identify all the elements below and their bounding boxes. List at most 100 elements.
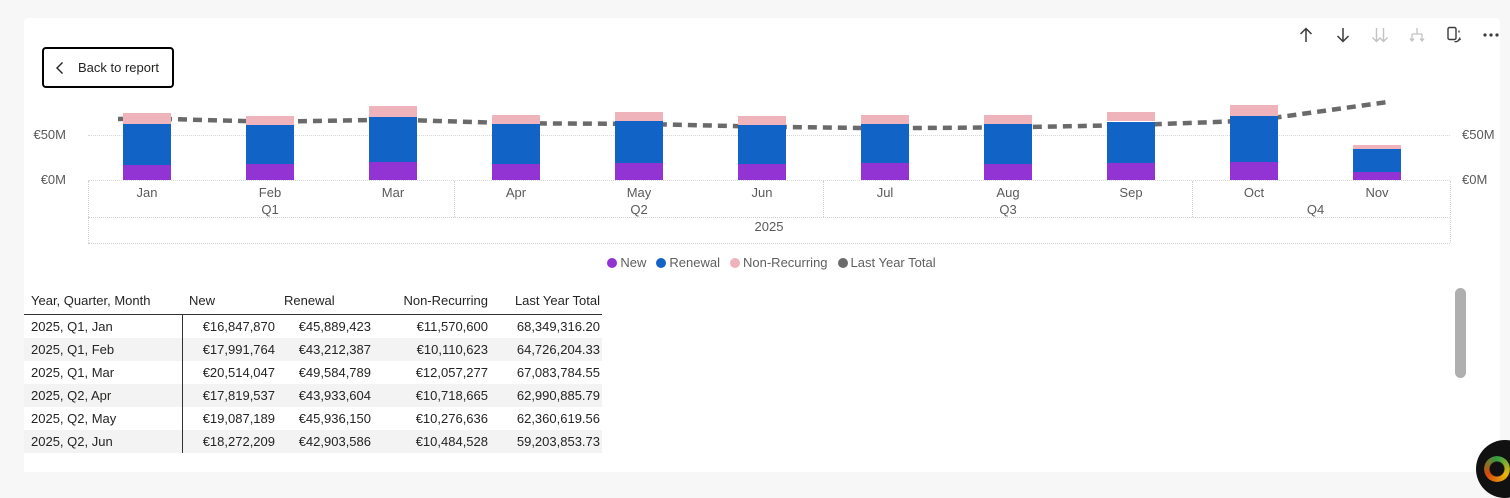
table-cell: 2025, Q2, Apr [24, 384, 183, 407]
bar-segment-new[interactable] [246, 163, 294, 180]
bar-segment-non-recurring[interactable] [861, 114, 909, 125]
bar-segment-renewal[interactable] [615, 121, 663, 163]
bar-segment-new[interactable] [1353, 172, 1401, 180]
table-header-cell[interactable]: Last Year Total [490, 287, 602, 315]
x-axis-month-label: Feb [258, 185, 282, 200]
bar-segment-new[interactable] [369, 161, 417, 180]
drill-down-icon[interactable] [1332, 24, 1354, 46]
table-cell: €19,087,189 [202, 411, 275, 426]
legend-item[interactable]: Non-Recurring [730, 255, 828, 270]
table-row: 2025, Q1, Feb €17,991,764 €43,212,387 €10,1… [24, 338, 602, 361]
switch-visual-icon[interactable] [1443, 24, 1465, 46]
visual-toolbar [1295, 24, 1502, 46]
legend-label: New [620, 255, 647, 270]
table-cell: €17,819,537 [202, 388, 275, 403]
y-axis-tick-label: €0M [40, 172, 66, 187]
report-canvas [24, 18, 1500, 472]
axis-separator [1450, 181, 1451, 243]
more-options-icon[interactable] [1480, 24, 1502, 46]
table-row: 2025, Q2, May €19,087,189 €45,936,150 €10,2… [24, 407, 602, 430]
bar-segment-non-recurring[interactable] [738, 115, 786, 125]
x-axis-quarter-label: Q1 [261, 202, 279, 217]
bar-segment-new[interactable] [738, 163, 786, 180]
axis-separator [823, 181, 824, 217]
back-to-report-button[interactable]: Back to report [42, 47, 174, 88]
bar-segment-renewal[interactable] [1107, 121, 1155, 163]
legend-swatch [656, 257, 667, 268]
x-axis-quarter-label: Q4 [1306, 202, 1325, 217]
table-header-row: Year, Quarter, Month New Renewal Non-Recurr… [24, 287, 602, 315]
table-cell: €42,903,586 [298, 434, 371, 449]
bar-segment-new[interactable] [861, 163, 909, 180]
table-cell: 64,726,204.33 [516, 342, 600, 357]
table-cell: €43,212,387 [298, 342, 371, 357]
bar-segment-renewal[interactable] [984, 124, 1032, 164]
x-axis-month-label: May [626, 185, 652, 200]
table-cell: €11,570,600 [416, 319, 488, 334]
drill-up-icon[interactable] [1295, 24, 1317, 46]
bar-segment-non-recurring[interactable] [1353, 144, 1401, 150]
legend-label: Last Year Total [850, 255, 936, 270]
bar-segment-renewal[interactable] [246, 124, 294, 164]
axis-separator [454, 181, 455, 217]
table-header-cell[interactable]: Non-Recurring [373, 287, 490, 315]
table-row: 2025, Q1, Mar €20,514,047 €49,584,789 €12,0… [24, 361, 602, 384]
bar-segment-non-recurring[interactable] [984, 115, 1032, 125]
bar-segment-renewal[interactable] [123, 123, 171, 165]
table-cell: €12,057,277 [415, 365, 488, 380]
x-axis-month-label: Jan [136, 185, 158, 200]
legend-item[interactable]: New [607, 255, 646, 270]
bar-segment-new[interactable] [1107, 162, 1155, 180]
bar-segment-non-recurring[interactable] [1107, 112, 1155, 122]
table-row: 2025, Q2, Apr €17,819,537 €43,933,604 €10,7… [24, 384, 602, 407]
bar-segment-renewal[interactable] [861, 124, 909, 164]
table-row: 2025, Q1, Jan €16,847,870 €45,889,423 €11,5… [24, 314, 602, 338]
table-header-cell[interactable]: Renewal [277, 287, 373, 315]
table-cell: €18,272,209 [202, 434, 275, 449]
legend-item[interactable]: Last Year Total [837, 255, 936, 270]
legend-swatch [837, 257, 848, 268]
table-cell: €10,718,665 [415, 388, 488, 403]
x-axis-month-label: Jul [876, 185, 894, 200]
bar-segment-new[interactable] [492, 163, 540, 180]
table-cell: €45,889,423 [298, 319, 371, 334]
table-cell: 68,349,316.20 [516, 319, 600, 334]
bar-segment-renewal[interactable] [369, 116, 417, 162]
vertical-scrollbar-thumb[interactable] [1455, 288, 1466, 378]
bar-segment-non-recurring[interactable] [1230, 105, 1278, 117]
legend-item[interactable]: Renewal [656, 255, 720, 270]
bar-segment-renewal[interactable] [1230, 116, 1278, 163]
bar-segment-renewal[interactable] [1353, 149, 1401, 173]
matrix-table: Year, Quarter, Month New Renewal Non-Recurr… [24, 287, 602, 453]
x-axis-month-label: Apr [505, 185, 527, 200]
table-cell: €45,936,150 [298, 411, 371, 426]
bar-segment-non-recurring[interactable] [123, 113, 171, 124]
bar-segment-new[interactable] [1230, 162, 1278, 180]
bar-segment-new[interactable] [123, 164, 171, 180]
bar-segment-new[interactable] [984, 163, 1032, 180]
overlay-bubble-swirl [1484, 456, 1510, 482]
bar-segment-non-recurring[interactable] [492, 114, 540, 125]
table-row: 2025, Q2, Jun €18,272,209 €42,903,586 €10,4… [24, 430, 602, 453]
bar-segment-non-recurring[interactable] [246, 115, 294, 125]
gridline [88, 180, 1450, 181]
go-to-next-level-icon [1369, 24, 1391, 46]
legend-label: Renewal [669, 255, 720, 270]
x-axis-month-label: Jun [751, 185, 773, 200]
table-cell: 2025, Q1, Jan [24, 314, 183, 338]
expand-all-icon [1406, 24, 1428, 46]
y-axis-tick-label: €50M [1462, 127, 1495, 142]
legend-swatch [730, 257, 740, 268]
x-axis-month-label: Nov [1365, 185, 1389, 200]
table-header-cell[interactable]: Year, Quarter, Month [24, 287, 182, 315]
bar-segment-renewal[interactable] [492, 124, 540, 164]
table-header-cell[interactable]: New [182, 287, 277, 315]
chart-legend: New Renewal Non-Recurring Last Year Total [88, 255, 1455, 270]
table-cell: 62,360,619.56 [516, 411, 600, 426]
bar-segment-non-recurring[interactable] [615, 112, 663, 122]
x-axis-quarter-label: Q3 [999, 202, 1017, 217]
bar-segment-renewal[interactable] [738, 124, 786, 164]
bar-segment-new[interactable] [615, 162, 663, 180]
page-background [1500, 18, 1510, 472]
bar-segment-non-recurring[interactable] [369, 106, 417, 117]
